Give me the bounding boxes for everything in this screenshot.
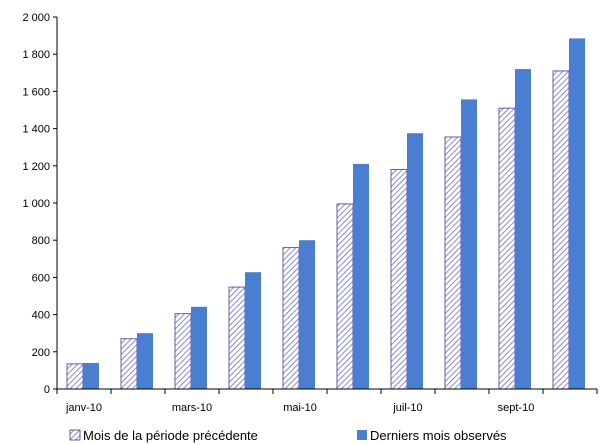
bar-août-10-last-observed xyxy=(461,99,477,389)
bar-févr-10-last-observed xyxy=(137,333,153,389)
plot-area xyxy=(66,38,585,390)
bar-janv-10-last-observed xyxy=(83,362,99,389)
bar-août-10-previous-period xyxy=(444,136,462,390)
y-axis: 0 200 400 600 800 1 000 1 200 1 400 1 600 1 800 2 … xyxy=(22,12,58,396)
bar-mars-10-last-observed xyxy=(191,306,207,389)
x-tick-label: mai-10 xyxy=(283,402,317,414)
y-tick-label: 1 200 xyxy=(22,161,50,173)
y-tick-label: 600 xyxy=(32,272,50,284)
legend-swatch-series-1 xyxy=(69,429,81,441)
bar-mars-10-previous-period xyxy=(174,313,192,390)
bar-févr-10-previous-period xyxy=(120,338,138,390)
legend-label-series-2: Derniers mois observés xyxy=(370,428,507,443)
y-tick-label: 800 xyxy=(32,235,50,247)
legend-swatch-series-2 xyxy=(357,430,367,440)
bar-janv-10-previous-period xyxy=(66,363,84,390)
y-tick-label: 1 400 xyxy=(22,124,50,136)
x-axis: janv-10 mars-10 mai-10 juil-10 sept-10 xyxy=(56,388,598,414)
bar-oct-10-previous-period xyxy=(552,70,570,390)
x-tick-label: janv-10 xyxy=(65,402,102,414)
bar-juin-10-last-observed xyxy=(353,163,369,389)
x-tick-label: juil-10 xyxy=(392,402,422,414)
bar-sept-10-last-observed xyxy=(515,69,531,389)
y-tick-label: 400 xyxy=(32,310,50,322)
y-tick-label: 1 000 xyxy=(22,198,50,210)
x-tick-label: mars-10 xyxy=(172,402,212,414)
bar-mai-10-previous-period xyxy=(282,247,300,390)
y-tick-label: 1 800 xyxy=(22,49,50,61)
bar-avr-10-last-observed xyxy=(245,272,261,389)
bar-avr-10-previous-period xyxy=(228,286,246,390)
bar-sept-10-previous-period xyxy=(498,107,516,390)
bar-juin-10-previous-period xyxy=(336,203,354,390)
y-tick-label: 0 xyxy=(44,384,50,396)
y-tick-label: 200 xyxy=(32,347,50,359)
bar-mai-10-last-observed xyxy=(299,240,315,389)
y-tick-label: 1 600 xyxy=(22,86,50,98)
legend-label-series-1: Mois de la période précédente xyxy=(83,428,258,443)
bar-oct-10-last-observed xyxy=(569,38,585,389)
x-tick-label: sept-10 xyxy=(498,402,535,414)
bar-juil-10-last-observed xyxy=(407,133,423,389)
bar-juil-10-previous-period xyxy=(390,169,408,390)
y-tick-label: 2 000 xyxy=(22,12,50,24)
legend: Mois de la période précédente Derniers m… xyxy=(69,428,507,443)
